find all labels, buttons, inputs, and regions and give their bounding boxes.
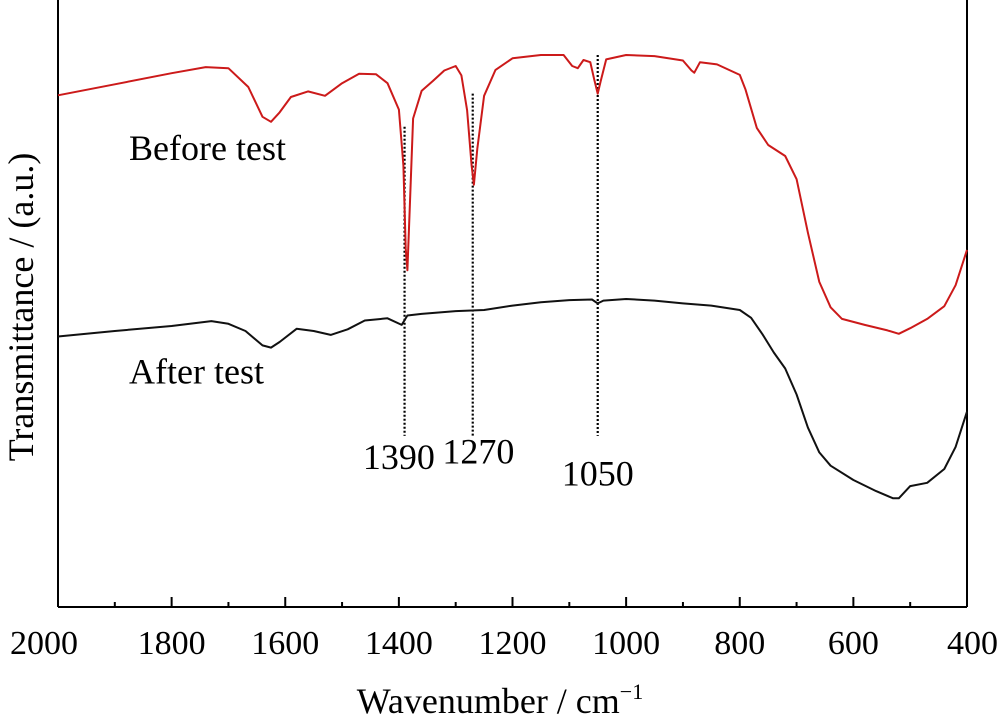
series-lines [57,54,968,500]
x-tick-label: 1000 [592,625,660,662]
x-tick-label: 1600 [251,625,319,662]
x-tick-label: 600 [828,625,879,662]
series-line-after-test [57,298,968,500]
x-tick-label: 1200 [479,625,547,662]
series-annotation: After test [129,351,264,391]
series-annotation: Before test [129,128,286,168]
x-tick-label: 1400 [365,625,433,662]
x-axis-label: Wavenumber / cm−1 [357,679,643,721]
x-tick-label: 400 [947,625,998,662]
x-tick-label: 1800 [138,625,206,662]
x-axis-label-superscript: −1 [620,679,643,704]
series-annotations: Before test After test [129,128,286,392]
peak-marker-label: 1390 [363,437,435,477]
series-line-before-test [57,54,968,335]
x-tick-label: 2000 [10,625,78,662]
peak-marker-label: 1270 [442,431,514,471]
x-tick-label: 800 [714,625,765,662]
peak-markers: 1390 1270 1050 [363,55,634,494]
plot-frame [57,0,968,608]
x-axis-label-text: Wavenumber / cm [357,681,620,721]
x-axis-ticks: 2000 1800 1600 1400 1200 1000 800 600 400 [10,597,998,662]
peak-marker-label: 1050 [562,454,634,494]
y-axis-label: Transmittance / (a.u.) [1,153,41,462]
